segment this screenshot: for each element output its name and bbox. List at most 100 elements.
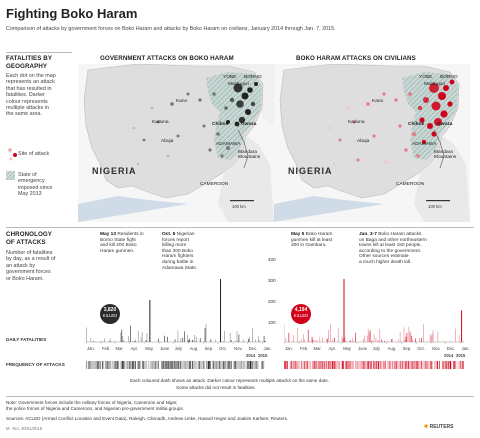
attack-dash xyxy=(365,361,367,369)
attack-dash xyxy=(462,361,463,369)
attack-dash xyxy=(251,361,253,369)
month-label: Jan. xyxy=(87,346,95,351)
attack-dash xyxy=(346,361,347,369)
attack-dash xyxy=(367,361,368,369)
attack-dash xyxy=(201,361,202,369)
month-label: Aug. xyxy=(189,346,199,351)
attack-dash xyxy=(439,361,440,369)
attack-dash xyxy=(446,361,448,369)
attack-dash xyxy=(344,361,346,369)
attack-dash xyxy=(209,361,210,369)
attack-dash xyxy=(426,361,428,369)
attack-dash xyxy=(162,361,164,369)
attack-dash xyxy=(325,361,326,369)
attack-dash xyxy=(190,361,192,369)
gov-daily-fatalities-chart xyxy=(86,279,266,344)
attack-dash xyxy=(88,361,89,369)
attack-dash xyxy=(254,361,256,369)
attack-dash xyxy=(434,361,436,369)
attack-dash xyxy=(359,361,361,369)
attack-dash xyxy=(413,361,415,369)
attack-dash xyxy=(219,361,221,369)
attack-dash xyxy=(230,361,231,369)
attack-dash xyxy=(254,361,255,369)
attack-dash xyxy=(335,361,336,369)
attack-dash xyxy=(158,361,159,369)
right-label-adamawa: ADAMAWA xyxy=(412,142,437,147)
attack-dash xyxy=(334,361,336,369)
attack-dash xyxy=(210,361,211,369)
attack-dash xyxy=(213,361,214,369)
attack-dash xyxy=(262,361,263,369)
attack-dash xyxy=(348,361,350,369)
attack-dash xyxy=(424,361,426,369)
attack-dash xyxy=(380,361,381,369)
attack-dash xyxy=(247,361,249,369)
left-label-gwoza: Gwoza xyxy=(241,122,257,127)
attack-dash xyxy=(103,361,104,369)
attack-dash xyxy=(239,361,241,369)
attack-dash xyxy=(363,361,365,369)
attack-dash xyxy=(314,361,316,369)
attack-dash xyxy=(170,361,171,369)
attack-dash xyxy=(113,361,115,369)
attack-dash xyxy=(208,361,210,369)
attack-dash xyxy=(395,361,396,369)
attack-dash xyxy=(287,361,288,369)
attack-dash xyxy=(312,361,313,369)
legend-heading-2: GEOGRAPHY xyxy=(6,63,48,70)
attack-dash xyxy=(190,361,191,369)
attack-dash xyxy=(389,361,391,369)
attack-dash xyxy=(329,361,331,369)
attack-dash xyxy=(332,361,333,369)
attack-dash xyxy=(174,361,176,369)
attack-dash xyxy=(299,361,300,369)
attack-dash xyxy=(305,361,306,369)
attack-dash xyxy=(408,361,409,369)
attack-dash xyxy=(388,361,389,369)
attack-dash xyxy=(122,361,123,369)
month-label: May xyxy=(145,346,153,351)
attack-dash xyxy=(150,361,152,369)
attack-dash xyxy=(133,361,135,369)
attack-dash xyxy=(338,361,340,369)
attack-dash xyxy=(445,361,446,369)
bh-annotation-jan3-7: Jan. 3-7 Boko Haram attacks on Baga and … xyxy=(359,232,427,265)
attack-dash xyxy=(94,361,96,369)
right-label-maiduguri: Maiduguri xyxy=(424,82,446,87)
attack-dash xyxy=(436,361,438,369)
page-title: Fighting Boko Haram xyxy=(6,6,138,21)
attack-dash xyxy=(303,361,305,369)
attack-dash xyxy=(327,361,329,369)
attack-dash xyxy=(405,361,407,369)
attack-dash xyxy=(395,361,397,369)
attack-dash xyxy=(428,361,429,369)
month-label: Jan. xyxy=(461,346,470,351)
attack-dash xyxy=(453,361,455,369)
attack-dash xyxy=(427,361,428,369)
attack-dash xyxy=(301,361,303,369)
attack-dash xyxy=(261,361,263,369)
attack-dash xyxy=(404,361,406,369)
attack-dash xyxy=(461,361,463,369)
attack-dash xyxy=(460,361,462,369)
bh-daily-fatalities-chart xyxy=(284,279,464,344)
attack-dash xyxy=(221,361,223,369)
attack-dash xyxy=(418,361,420,369)
left-label-chibok: Chibok xyxy=(212,122,229,127)
attack-dash xyxy=(448,361,449,369)
attack-dash xyxy=(239,361,240,369)
attack-dash xyxy=(414,361,416,369)
section-divider xyxy=(6,227,474,228)
attack-dash xyxy=(399,361,400,369)
attack-dash xyxy=(165,361,166,369)
attack-dash xyxy=(217,361,218,369)
attack-dash xyxy=(343,361,344,369)
attack-dash xyxy=(284,361,285,369)
attack-dash xyxy=(415,361,417,369)
y-tick-400: 400 xyxy=(268,257,276,262)
attack-dash xyxy=(202,361,204,369)
attack-dash xyxy=(447,361,448,369)
attack-dash xyxy=(401,361,402,369)
attack-dash xyxy=(235,361,237,369)
